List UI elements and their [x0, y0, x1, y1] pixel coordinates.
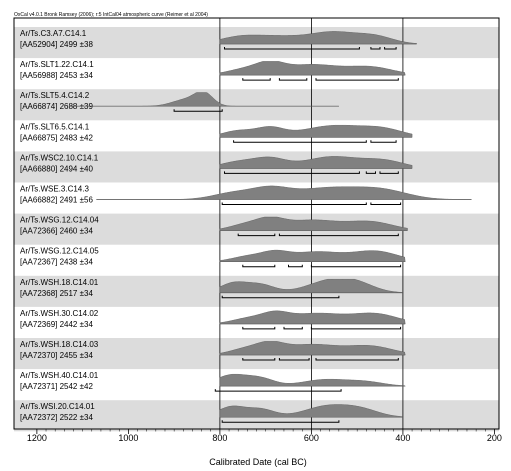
- hpd-range-bracket: [315, 78, 399, 81]
- sample-name: Ar/Ts.WSE.3.C14.3: [20, 185, 89, 194]
- hpd-range-bracket: [278, 78, 308, 81]
- hpd-range-bracket: [242, 326, 276, 330]
- hpd-range-bracket: [310, 264, 402, 268]
- sample-lab-code: [AA72368] 2517 ±34: [20, 289, 93, 298]
- hpd-range-bracket: [384, 47, 397, 50]
- sample-lab-code: [AA72370] 2455 ±34: [20, 351, 93, 360]
- x-axis: 1200 1000 800 600 400 200: [27, 429, 502, 443]
- hpd-range-bracket: [237, 233, 276, 237]
- sample-lab-code: [AA66880] 2494 ±40: [20, 164, 93, 173]
- x-tick-label: 1000: [118, 433, 138, 443]
- hpd-range-bracket: [365, 171, 376, 174]
- sample-lab-code: [AA72369] 2442 ±34: [20, 320, 93, 329]
- sample-lab-code: [AA52904] 2499 ±38: [20, 40, 93, 49]
- sample-name: Ar/Ts.WSC2.10.C14.1: [20, 153, 99, 162]
- hpd-range-bracket: [370, 47, 381, 50]
- sample-lab-code: [AA72367] 2438 ±34: [20, 258, 93, 267]
- x-tick-label: 1200: [27, 433, 47, 443]
- sample-name: Ar/Ts.WSH.18.C14.03: [20, 340, 99, 349]
- sample-name: Ar/Ts.WSG.12.C14.05: [20, 247, 99, 256]
- sample-lab-code: [AA72372] 2522 ±34: [20, 413, 93, 422]
- sample-row: Ar/Ts.WSE.3.C14.3 [AA66882] 2491 ±56: [20, 185, 472, 205]
- sample-row: Ar/Ts.WSG.12.C14.05 [AA72367] 2438 ±34: [20, 247, 406, 268]
- sample-row: Ar/Ts.WSH.30.C14.02 [AA72369] 2442 ±34: [20, 309, 406, 330]
- probability-distribution: [219, 279, 404, 293]
- sample-lab-code: [AA72366] 2460 ±34: [20, 227, 93, 236]
- sample-name: Ar/Ts.WSH.18.C14.01: [20, 278, 99, 287]
- hpd-range-bracket: [224, 171, 360, 174]
- hpd-range-bracket: [221, 420, 340, 423]
- sample-row: Ar/Ts.WSG.12.C14.04 [AA72366] 2460 ±34: [20, 216, 408, 237]
- sample-lab-code: [AA66874] 2688 ±39: [20, 102, 93, 111]
- hpd-range-bracket: [379, 171, 399, 174]
- sample-name: Ar/Ts.SLT1.22.C14.1: [20, 60, 94, 69]
- hpd-range-bracket: [221, 202, 367, 205]
- sample-name: Ar/Ts.WSH.40.C14.01: [20, 371, 99, 380]
- x-tick-label: 600: [304, 433, 319, 443]
- sample-row: Ar/Ts.WSH.18.C14.03 [AA72370] 2455 ±34: [20, 340, 406, 361]
- row-band: [14, 89, 499, 121]
- probability-distribution: [96, 185, 472, 200]
- hpd-range-bracket: [310, 326, 402, 330]
- sample-row: Ar/Ts.SLT1.22.C14.1 [AA56988] 2453 ±34: [20, 60, 406, 81]
- sample-row: Ar/Ts.WSH.18.C14.01 [AA72368] 2517 ±34: [20, 278, 404, 299]
- sample-row: Ar/Ts.SLT5.4.C14.2 [AA66874] 2688 ±39: [20, 91, 339, 112]
- sample-name: Ar/Ts.SLT5.4.C14.2: [20, 91, 90, 100]
- sample-rows: Ar/Ts.C3.A7.C14.1[AA52904] 2499 ±38Ar/Ts…: [20, 29, 472, 423]
- sample-lab-code: [AA66875] 2483 ±42: [20, 133, 93, 142]
- sample-name: Ar/Ts.WSG.12.C14.04: [20, 216, 99, 225]
- hpd-range-bracket: [242, 264, 276, 268]
- hpd-range-bracket: [221, 295, 340, 299]
- probability-distribution: [219, 404, 404, 418]
- probability-distribution: [219, 374, 406, 387]
- hpd-range-bracket: [278, 233, 399, 237]
- probability-distribution: [219, 61, 406, 76]
- probability-distribution: [219, 216, 408, 231]
- sample-row: Ar/Ts.C3.A7.C14.1 [AA52904] 2499 ±38: [20, 29, 417, 50]
- sample-lab-code: [AA56988] 2453 ±34: [20, 71, 93, 80]
- hpd-range-bracket: [233, 140, 367, 143]
- probability-distribution: [219, 310, 406, 325]
- x-tick-label: 800: [212, 433, 227, 443]
- hpd-range-bracket: [315, 358, 399, 361]
- probability-distribution: [219, 156, 413, 169]
- hpd-range-bracket: [370, 202, 402, 205]
- sample-name: Ar/Ts.C3.A7.C14.1: [20, 29, 87, 38]
- probability-distribution: [219, 125, 413, 138]
- x-tick-label: 400: [395, 433, 410, 443]
- sample-name: Ar/Ts.WSI.20.C14.01: [20, 402, 95, 411]
- hpd-range-bracket: [224, 47, 360, 50]
- sample-name: Ar/Ts.WSH.30.C14.02: [20, 309, 99, 318]
- hpd-range-bracket: [288, 264, 303, 268]
- sample-lab-code: [AA72371] 2542 ±42: [20, 382, 93, 391]
- hpd-range-bracket: [278, 358, 310, 361]
- probability-distribution: [219, 249, 406, 262]
- hpd-range-bracket: [242, 78, 271, 81]
- hpd-range-bracket: [242, 358, 276, 361]
- hpd-range-bracket: [214, 389, 342, 392]
- sample-lab-code: [AA66882] 2491 ±56: [20, 196, 93, 205]
- sample-row: Ar/Ts.WSH.40.C14.01 [AA72371] 2542 ±42: [20, 371, 406, 392]
- hpd-range-bracket: [173, 109, 223, 112]
- x-axis-label: Calibrated Date (cal BC): [209, 457, 307, 467]
- probability-distribution: [219, 341, 406, 356]
- sample-name: Ar/Ts.SLT6.5.C14.1: [20, 122, 90, 131]
- sample-row: Ar/Ts.WSI.20.C14.01 [AA72372] 2522 ±34: [20, 402, 404, 423]
- hpd-range-bracket: [370, 140, 397, 143]
- oxcal-header: OxCal v4.0.1 Bronk Ramsey (2006); r:5 In…: [14, 12, 208, 18]
- hpd-range-bracket: [283, 326, 303, 330]
- probability-distribution: [219, 31, 417, 45]
- probability-distribution: [68, 92, 339, 107]
- x-tick-label: 200: [487, 433, 502, 443]
- sample-row: Ar/Ts.WSC2.10.C14.1 [AA66880] 2494 ±40: [20, 153, 413, 174]
- sample-row: Ar/Ts.SLT6.5.C14.1 [AA66875] 2483 ±42: [20, 122, 413, 143]
